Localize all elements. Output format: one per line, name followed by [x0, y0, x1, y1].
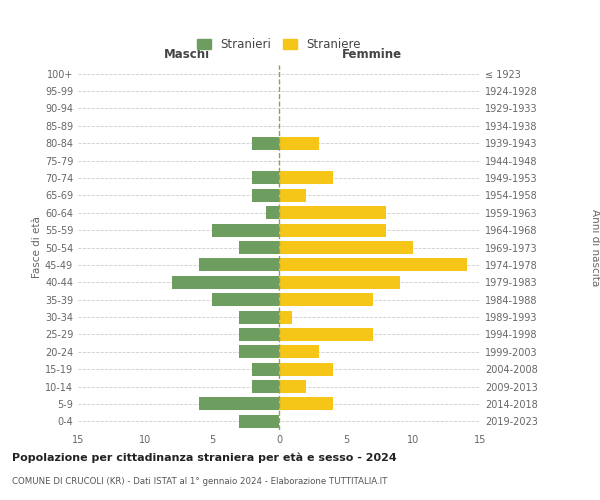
Text: Femmine: Femmine [341, 48, 401, 62]
Bar [252, 380, 279, 393]
Bar [279, 362, 332, 376]
Bar [252, 189, 279, 202]
Text: Popolazione per cittadinanza straniera per età e sesso - 2024: Popolazione per cittadinanza straniera p… [12, 452, 397, 463]
Legend: Stranieri, Straniere: Stranieri, Straniere [193, 34, 365, 54]
Bar [279, 172, 332, 184]
Bar [239, 241, 279, 254]
Text: COMUNE DI CRUCOLI (KR) - Dati ISTAT al 1° gennaio 2024 - Elaborazione TUTTITALIA: COMUNE DI CRUCOLI (KR) - Dati ISTAT al 1… [12, 478, 388, 486]
Y-axis label: Fasce di età: Fasce di età [32, 216, 42, 278]
Y-axis label: Anni di nascita: Anni di nascita [590, 209, 600, 286]
Bar [279, 328, 373, 341]
Bar [279, 136, 319, 149]
Bar [239, 415, 279, 428]
Bar [252, 362, 279, 376]
Bar [279, 189, 306, 202]
Bar [279, 276, 400, 289]
Bar [279, 293, 373, 306]
Bar [279, 310, 292, 324]
Bar [239, 310, 279, 324]
Bar [239, 328, 279, 341]
Bar [279, 206, 386, 220]
Bar [252, 136, 279, 149]
Bar [279, 346, 319, 358]
Bar [279, 380, 306, 393]
Bar [279, 241, 413, 254]
Bar [239, 346, 279, 358]
Bar [279, 258, 467, 272]
Bar [266, 206, 279, 220]
Bar [212, 293, 279, 306]
Bar [199, 258, 279, 272]
Bar [279, 398, 332, 410]
Bar [172, 276, 279, 289]
Bar [199, 398, 279, 410]
Bar [279, 224, 386, 236]
Bar [252, 172, 279, 184]
Text: Maschi: Maschi [163, 48, 209, 62]
Bar [212, 224, 279, 236]
